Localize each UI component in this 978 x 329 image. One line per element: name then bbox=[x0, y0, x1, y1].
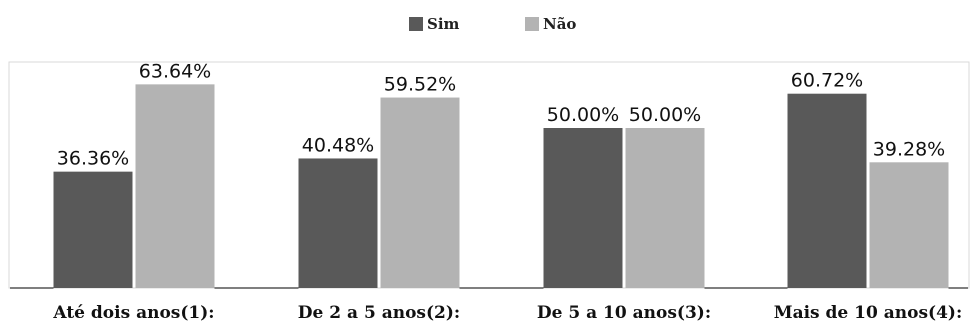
data-label-sim-2: 40.48% bbox=[302, 134, 374, 156]
data-labels: 36.36% 63.64% 40.48% 59.52% 50.00% 50.00… bbox=[57, 60, 945, 169]
legend-swatch-nao bbox=[525, 17, 539, 31]
data-label-sim-4: 60.72% bbox=[791, 70, 863, 92]
bar-nao-4 bbox=[869, 162, 949, 288]
bar-nao-2 bbox=[380, 97, 460, 288]
legend: Sim Não bbox=[409, 15, 576, 33]
category-label-4: Mais de 10 anos(4): bbox=[774, 303, 962, 323]
bars bbox=[53, 84, 949, 289]
bar-nao-3 bbox=[625, 128, 705, 288]
bar-sim-1 bbox=[53, 171, 133, 288]
data-label-nao-1: 63.64% bbox=[139, 60, 211, 82]
data-label-sim-1: 36.36% bbox=[57, 148, 129, 170]
category-label-1: Até dois anos(1): bbox=[52, 303, 214, 323]
bar-sim-4 bbox=[787, 93, 867, 288]
data-label-nao-2: 59.52% bbox=[384, 74, 456, 96]
category-label-3: De 5 a 10 anos(3): bbox=[537, 303, 711, 323]
category-label-2: De 2 a 5 anos(2): bbox=[298, 303, 460, 323]
category-labels: Até dois anos(1): De 2 a 5 anos(2): De 5… bbox=[52, 303, 962, 323]
bar-sim-3 bbox=[543, 128, 623, 288]
data-label-nao-4: 39.28% bbox=[873, 138, 945, 160]
legend-swatch-sim bbox=[409, 17, 423, 31]
data-label-nao-3: 50.00% bbox=[629, 104, 701, 126]
bar-sim-2 bbox=[298, 158, 378, 288]
legend-label-sim: Sim bbox=[427, 15, 460, 33]
data-label-sim-3: 50.00% bbox=[547, 104, 619, 126]
bar-nao-1 bbox=[135, 84, 215, 289]
legend-label-nao: Não bbox=[543, 15, 576, 33]
